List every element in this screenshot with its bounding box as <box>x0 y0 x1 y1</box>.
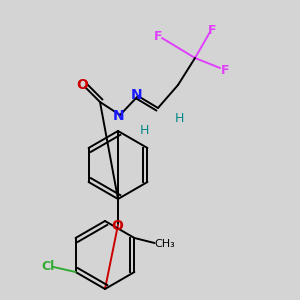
Text: CH₃: CH₃ <box>154 239 175 249</box>
Text: H: H <box>174 112 184 124</box>
Text: F: F <box>221 64 229 76</box>
Text: F: F <box>208 23 216 37</box>
Text: H: H <box>139 124 149 136</box>
Text: Cl: Cl <box>41 260 54 272</box>
Text: N: N <box>131 88 143 102</box>
Text: O: O <box>76 78 88 92</box>
Text: N: N <box>113 109 125 123</box>
Text: F: F <box>154 29 162 43</box>
Text: O: O <box>111 219 123 233</box>
